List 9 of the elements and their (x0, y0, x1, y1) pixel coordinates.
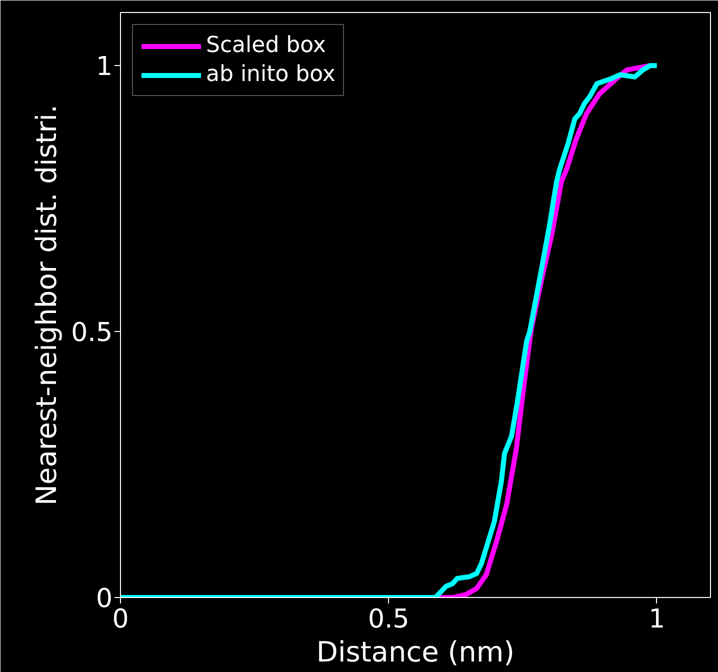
x-axis-title: Distance (nm) (316, 636, 515, 668)
legend-label: Scaled box (206, 33, 326, 58)
x-tick-label: 0.5 (368, 604, 410, 634)
x-tick-label: 1 (648, 604, 666, 634)
y-tick-label: 1 (96, 52, 113, 82)
y-tick-label: 0.5 (71, 318, 113, 348)
legend-label: ab inito box (206, 62, 336, 87)
y-tick-label: 0 (96, 584, 113, 614)
y-axis-title: Nearest-neighbor dist. distri. (30, 104, 64, 506)
